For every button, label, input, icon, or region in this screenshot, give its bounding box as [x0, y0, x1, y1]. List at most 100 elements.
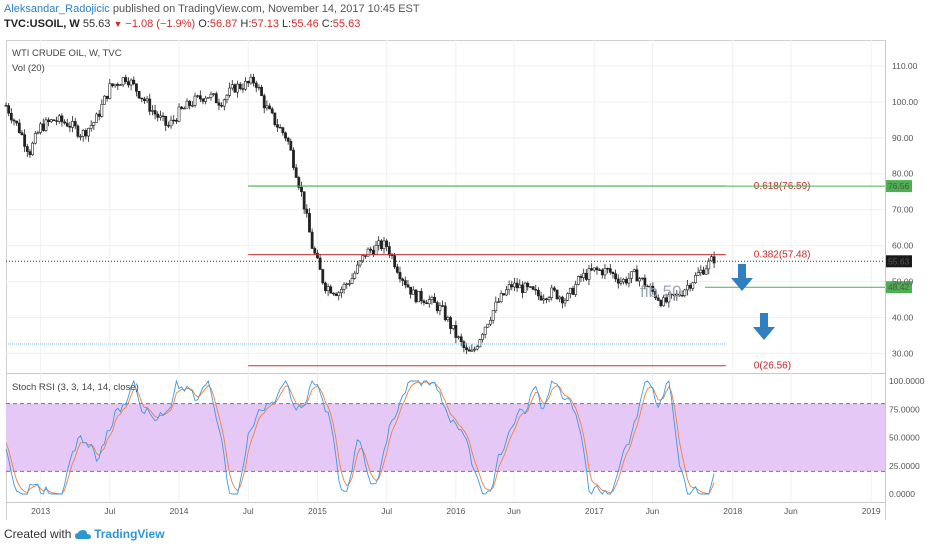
candle-body [97, 113, 101, 117]
candle-body [57, 115, 61, 122]
candle-body [425, 302, 428, 305]
price-tick-label: 80.00 [892, 169, 914, 179]
candle-body [688, 284, 692, 289]
candle-body [73, 121, 77, 127]
price-axis[interactable]: 110.00 100.00 90.00 80.00 70.00 60.00 50.00 40.… [892, 61, 918, 358]
candle-body [172, 119, 176, 122]
candle-body [111, 83, 114, 87]
candle-body [587, 268, 591, 280]
candle-body [39, 123, 43, 133]
stoch-d-line [5, 381, 715, 495]
level-price-badge [886, 180, 912, 193]
candle-body [332, 292, 335, 295]
stoch-axis[interactable]: 100.0000 75.0000 50.0000 25.0000 0.0000 [889, 376, 925, 499]
candle-body [611, 272, 615, 275]
candle-body [640, 277, 644, 280]
candle-body [100, 104, 104, 117]
candle-body [606, 268, 610, 270]
price-tick-label: 50.00 [892, 277, 914, 287]
candle-body [105, 95, 109, 99]
level-price-text: 48.42 [888, 282, 910, 292]
candle-body [667, 294, 671, 303]
candle-body [193, 95, 197, 106]
candle-body [79, 135, 82, 138]
candle-body [385, 240, 389, 247]
candle-body [113, 83, 117, 87]
candle-body [140, 97, 144, 100]
time-axis[interactable]: 2013 Jul 2014 Jul 2015 Jul 2016 Jun 2017 Jun 2018 J… [31, 506, 881, 516]
candle-body [249, 76, 253, 84]
candle-body [547, 297, 551, 300]
fib-50-annotation: fib 50 [640, 282, 682, 301]
candle-body [7, 105, 11, 114]
candle-body [257, 86, 261, 89]
candle-body [342, 283, 346, 290]
candle-body [119, 84, 122, 86]
candle-body [505, 289, 508, 296]
candle-body [92, 122, 96, 126]
candle-body [49, 119, 53, 123]
candle-body [148, 98, 152, 112]
time-tick-label: Jul [381, 506, 392, 516]
candle-body [164, 116, 168, 126]
candle-body [361, 255, 365, 262]
candles [4, 73, 716, 355]
candle-body [563, 300, 567, 304]
candle-body [659, 300, 663, 307]
candle-body [254, 82, 258, 88]
candle-body [694, 275, 697, 284]
candle-body [103, 95, 106, 105]
tradingview-brand[interactable]: TradingView [94, 527, 165, 541]
last-price-badge [886, 255, 912, 268]
price-change: −1.08 (−1.9%) [125, 18, 196, 30]
down-triangle-icon: ▼ [113, 19, 123, 29]
candle-body [33, 133, 37, 144]
candle-body [566, 293, 570, 301]
volume-legend: Vol (20) [12, 63, 45, 74]
author-link[interactable]: Aleksandar_Radojicic [4, 3, 110, 15]
candle-body [353, 272, 357, 279]
candle-body [632, 269, 636, 272]
candle-body [438, 305, 442, 312]
candle-body [166, 125, 170, 127]
candle-body [244, 80, 247, 90]
candle-body [15, 120, 19, 124]
candle-body [297, 177, 301, 188]
candle-body [457, 336, 460, 338]
candle-body [462, 341, 466, 348]
candle-body [414, 289, 418, 303]
candle-body [507, 284, 511, 291]
candle-body [60, 115, 64, 123]
price-chart[interactable]: 0.618(76.59)0.382(57.48)0(26.56)76.5648.… [0, 0, 932, 520]
candle-body [550, 287, 554, 298]
low-value: 55.46 [291, 18, 319, 30]
candle-body [537, 289, 540, 297]
candle-body [23, 134, 27, 147]
close-label: C: [321, 18, 333, 30]
fib-level-label: 0(26.56) [754, 361, 791, 372]
candle-body [260, 86, 263, 96]
candle-body [608, 268, 612, 273]
stoch-tick-label: 50.0000 [889, 433, 920, 443]
candle-body [379, 240, 383, 250]
candle-body [316, 252, 319, 259]
stoch-tick-label: 25.0000 [889, 461, 920, 471]
candle-body [355, 264, 359, 274]
candle-body [539, 295, 543, 301]
candle-body [595, 267, 599, 271]
high-value: 57.13 [251, 18, 279, 30]
candle-body [515, 282, 519, 289]
candle-body [598, 269, 602, 271]
candle-body [236, 83, 239, 93]
candle-body [41, 123, 45, 131]
candle-body [441, 305, 444, 307]
candle-body [233, 84, 237, 93]
candle-body [71, 121, 74, 128]
candle-body [153, 110, 157, 115]
candle-body [417, 290, 421, 303]
candle-body [638, 278, 641, 282]
candle-body [68, 125, 72, 128]
price-tick-label: 30.00 [892, 348, 914, 358]
candle-body [470, 349, 474, 352]
stoch-tick-label: 100.0000 [889, 376, 925, 386]
